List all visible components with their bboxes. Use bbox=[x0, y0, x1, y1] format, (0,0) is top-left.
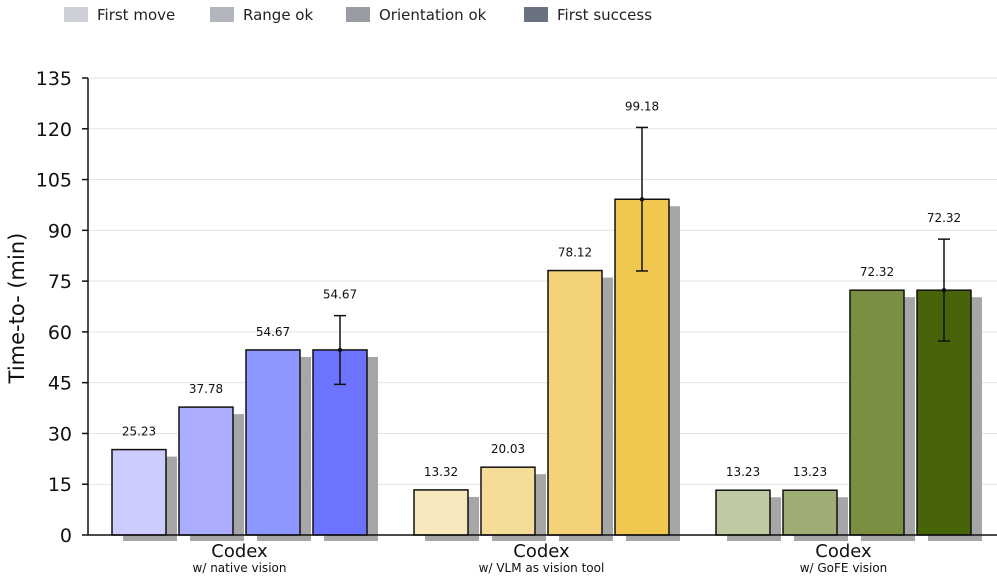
value-labels: 25.23 37.78 54.67 54.67 13.32 20.03 78.12 99.18… bbox=[122, 99, 961, 479]
error-bar-center bbox=[639, 197, 645, 202]
value-label: 37.78 bbox=[189, 382, 223, 396]
y-tick-label: 120 bbox=[36, 119, 72, 141]
value-label: 72.32 bbox=[927, 211, 961, 225]
bar-shadow-tab bbox=[190, 535, 244, 541]
bar bbox=[413, 489, 469, 536]
value-label: 54.67 bbox=[323, 288, 357, 302]
group-title: Codex bbox=[211, 541, 268, 562]
bar bbox=[111, 448, 167, 536]
bar-shadow-tab bbox=[626, 535, 680, 541]
bar-shadow-tab bbox=[727, 535, 781, 541]
bar bbox=[547, 269, 603, 536]
group-title: Codex bbox=[513, 541, 570, 562]
bar-shadow-tab bbox=[794, 535, 848, 541]
bar-shadow-tab bbox=[257, 535, 311, 541]
bar bbox=[849, 289, 905, 536]
value-label: 54.67 bbox=[256, 325, 290, 339]
legend-swatch bbox=[346, 7, 370, 22]
y-tick-label: 90 bbox=[48, 220, 72, 242]
bar bbox=[245, 349, 301, 536]
legend-label: Orientation ok bbox=[379, 6, 487, 24]
bar-shadow-tab bbox=[559, 535, 613, 541]
value-label: 99.18 bbox=[625, 99, 659, 113]
y-tick-label: 30 bbox=[48, 423, 72, 445]
group-subtitle: w/ GoFE vision bbox=[800, 561, 888, 575]
value-label: 20.03 bbox=[491, 442, 525, 456]
error-bar-center bbox=[337, 347, 343, 353]
legend-label: Range ok bbox=[243, 6, 313, 24]
y-axis-title: Time-to- (min) bbox=[5, 233, 29, 385]
y-tick-label: 45 bbox=[48, 373, 72, 395]
y-tick-label: 15 bbox=[48, 474, 72, 496]
value-label: 72.32 bbox=[860, 265, 894, 279]
bar-shadow-tab bbox=[425, 535, 479, 541]
bar-shadow-tab bbox=[123, 535, 177, 541]
y-tick-label: 105 bbox=[36, 170, 72, 192]
bar bbox=[782, 489, 838, 536]
bar-shadow-tab bbox=[492, 535, 546, 541]
group-title: Codex bbox=[815, 541, 872, 562]
error-bar-center bbox=[941, 287, 947, 293]
legend-swatch bbox=[210, 7, 234, 22]
value-label: 13.32 bbox=[424, 465, 458, 479]
legend: First move Range ok Orientation ok First su… bbox=[64, 6, 652, 24]
error-bars bbox=[334, 126, 950, 386]
bar-shadow-tab bbox=[928, 535, 982, 541]
value-label: 25.23 bbox=[122, 425, 156, 439]
bar bbox=[715, 489, 771, 536]
bar bbox=[178, 406, 234, 536]
bar-shadow-tab bbox=[861, 535, 915, 541]
axes bbox=[87, 78, 997, 536]
legend-swatch bbox=[64, 7, 88, 22]
y-tick-label: 135 bbox=[36, 68, 72, 90]
value-label: 13.23 bbox=[793, 465, 827, 479]
legend-label: First success bbox=[557, 6, 652, 24]
group-subtitle: w/ VLM as vision tool bbox=[479, 561, 605, 575]
bar-shadow-tab bbox=[324, 535, 378, 541]
y-tick-labels: 0 15 30 45 60 75 90 105 120 135 bbox=[36, 68, 88, 547]
bar bbox=[480, 466, 536, 536]
value-label: 78.12 bbox=[558, 246, 592, 260]
group-subtitle: w/ native vision bbox=[193, 561, 287, 575]
y-tick-label: 75 bbox=[48, 271, 72, 293]
y-tick-label: 60 bbox=[48, 322, 72, 344]
y-tick-label: 0 bbox=[60, 525, 72, 547]
legend-swatch bbox=[524, 7, 548, 22]
value-label: 13.23 bbox=[726, 465, 760, 479]
legend-label: First move bbox=[97, 6, 175, 24]
